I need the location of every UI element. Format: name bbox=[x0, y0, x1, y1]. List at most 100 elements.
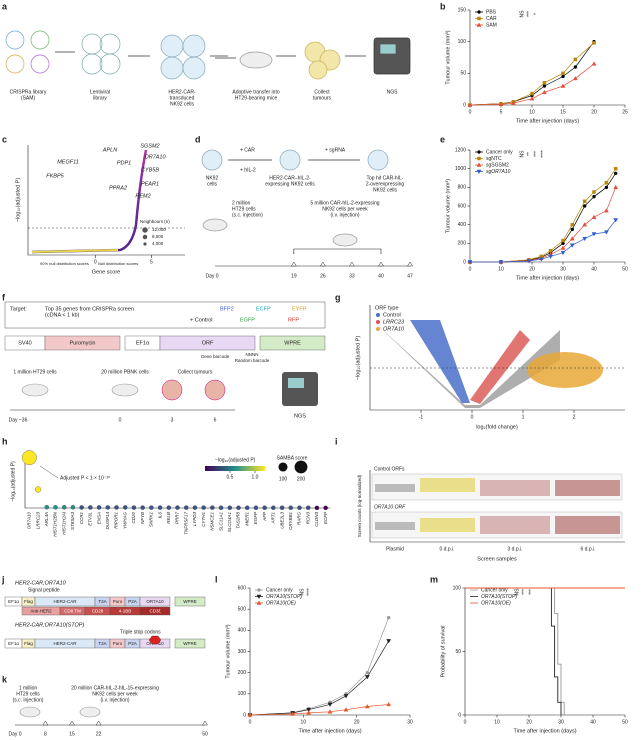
label: NK92 cells bbox=[373, 187, 397, 193]
label: EF1α bbox=[8, 599, 19, 604]
label: 4,000 bbox=[152, 241, 164, 246]
marker bbox=[306, 707, 312, 713]
label: P2A bbox=[128, 599, 137, 604]
label: ORF type bbox=[375, 305, 399, 311]
annotation: *** bbox=[528, 589, 534, 595]
label: 90% null distribution scores bbox=[40, 261, 89, 266]
annotation: ** bbox=[526, 152, 532, 156]
label: NGS bbox=[294, 413, 306, 419]
x-tick-label: CYTH1 bbox=[201, 512, 206, 527]
label: 5 bbox=[150, 259, 153, 265]
label: Anti-HER2 bbox=[30, 608, 52, 613]
label: 20 million CAR-hIL-2-hIL-15-expressing bbox=[71, 685, 159, 691]
panel-label: h bbox=[2, 436, 8, 446]
label: (i.v. injection) bbox=[100, 697, 129, 703]
x-tick-label: 5 bbox=[500, 109, 503, 115]
label: ORF bbox=[202, 340, 214, 346]
label: + CAR bbox=[240, 147, 255, 153]
label: 8,000 bbox=[152, 234, 164, 239]
label: HER2-CAR;OR7A10(STOP) bbox=[15, 622, 84, 628]
illustration-c bbox=[28, 149, 185, 254]
dot bbox=[306, 505, 311, 510]
x-tick-label: NSMCE1 bbox=[210, 512, 215, 531]
marker bbox=[582, 204, 587, 208]
marker bbox=[542, 81, 547, 85]
x-tick-label: 0 bbox=[249, 719, 252, 725]
annotation: NS bbox=[514, 588, 520, 596]
y-tick-label: 500 bbox=[238, 606, 247, 612]
legend-marker bbox=[376, 320, 380, 324]
legend-marker bbox=[477, 10, 481, 14]
label: 1 million HT29 cells bbox=[13, 369, 57, 375]
label: + hIL-2 bbox=[240, 167, 256, 173]
gene-label: FKBP5 bbox=[46, 173, 64, 179]
marker bbox=[548, 249, 553, 253]
dot bbox=[149, 505, 154, 510]
x-tick-label: DUSP14 bbox=[105, 512, 110, 530]
legend-label: OR7A10(OE) bbox=[266, 600, 296, 606]
axis-label: Tumour volume (mm³) bbox=[445, 179, 451, 233]
label: 1 million bbox=[19, 685, 38, 691]
x-tick-label: IL6 bbox=[157, 512, 162, 519]
label: OR7A10 bbox=[383, 326, 405, 332]
marker bbox=[561, 238, 565, 243]
marker bbox=[343, 707, 349, 712]
dot bbox=[288, 505, 293, 510]
label: Random barcode bbox=[235, 358, 270, 363]
label: (s.c. injection) bbox=[13, 697, 44, 703]
label: Control bbox=[383, 312, 401, 318]
x-tick-label: CCR1 bbox=[79, 512, 84, 525]
fluor-label: ECFP bbox=[256, 306, 271, 312]
y-tick-label: 0 bbox=[243, 712, 246, 718]
marker bbox=[526, 259, 532, 264]
legend-marker bbox=[376, 313, 380, 317]
label: Gene barcode bbox=[201, 354, 230, 359]
dot bbox=[253, 505, 259, 510]
timeline-marker bbox=[407, 261, 413, 267]
fluor-label: EGFP bbox=[240, 317, 255, 323]
legend-marker bbox=[257, 588, 261, 592]
label: HER2-CAR- bbox=[168, 89, 196, 95]
label: 0 bbox=[94, 259, 97, 265]
label: 4-1BB bbox=[119, 608, 132, 613]
marker bbox=[613, 171, 618, 176]
marker bbox=[560, 250, 566, 256]
x-tick-label: 25 bbox=[622, 109, 628, 115]
label: (cDNA < 1 kb) bbox=[45, 312, 80, 318]
marker bbox=[613, 184, 619, 190]
label: NK92 cells per week bbox=[92, 691, 138, 697]
y-tick-label: 100 bbox=[453, 585, 462, 591]
series-line bbox=[465, 587, 565, 715]
label: 2-overexpressing bbox=[366, 181, 405, 187]
label: 40 bbox=[378, 273, 384, 279]
legend-marker bbox=[476, 162, 482, 167]
dot bbox=[236, 505, 241, 510]
annotation: * bbox=[533, 13, 539, 15]
label: (SAM) bbox=[21, 95, 36, 101]
label: CD28 bbox=[92, 608, 104, 613]
axis bbox=[369, 470, 625, 543]
axis bbox=[464, 588, 625, 716]
dot bbox=[192, 505, 198, 510]
dot bbox=[227, 505, 232, 510]
x-tick-label: HIST1H2BN bbox=[53, 511, 58, 537]
axis-label: Probability of survival bbox=[440, 626, 446, 678]
label: 200 bbox=[297, 476, 306, 482]
annotation: NS bbox=[299, 588, 305, 596]
marker bbox=[591, 232, 597, 237]
label: Plasmid bbox=[386, 546, 404, 552]
timeline-marker bbox=[378, 261, 384, 267]
marker bbox=[569, 243, 575, 248]
dot bbox=[131, 505, 137, 510]
dot bbox=[210, 505, 215, 510]
label: 0 bbox=[119, 417, 122, 423]
marker bbox=[386, 615, 391, 620]
dot bbox=[96, 505, 102, 510]
annotation: *** bbox=[526, 11, 532, 17]
dot bbox=[271, 505, 276, 510]
marker bbox=[510, 100, 516, 105]
label: + sgRNA bbox=[325, 147, 346, 153]
marker bbox=[573, 57, 578, 62]
label: HT29-bearing mice bbox=[235, 95, 278, 101]
legend-marker bbox=[477, 156, 481, 161]
